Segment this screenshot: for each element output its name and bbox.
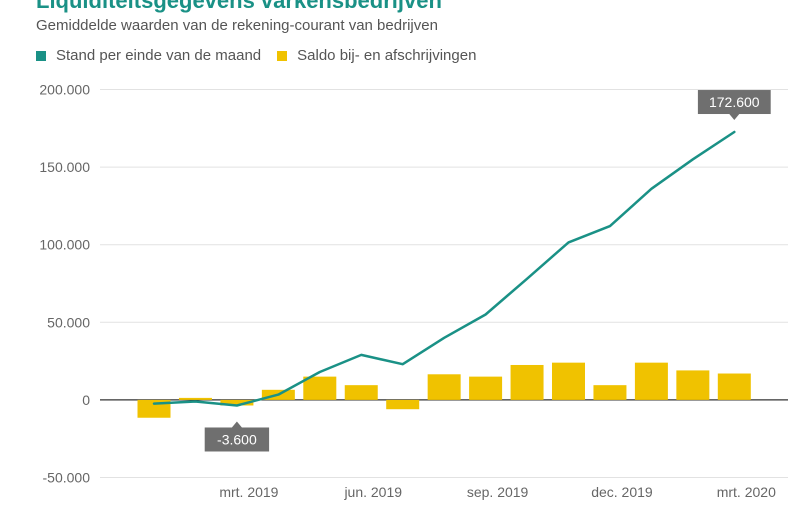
chart-title: Liquiditeitsgegevens varkensbedrijven <box>36 0 442 13</box>
x-tick-label: mrt. 2019 <box>219 484 278 500</box>
bar-3 <box>220 399 254 406</box>
bar-2 <box>178 397 212 400</box>
bar-7 <box>386 399 420 410</box>
y-tick-label: -50.000 <box>43 470 91 486</box>
callout-box-2 <box>204 427 270 452</box>
bar-8 <box>427 374 461 400</box>
legend: Stand per einde van de maand Saldo bij- … <box>36 47 492 64</box>
bar-10 <box>510 364 544 400</box>
x-tick-label: sep. 2019 <box>467 484 529 500</box>
bar-13 <box>634 362 668 400</box>
callout-box-1 <box>697 90 771 115</box>
callout-pointer-2 <box>231 421 242 428</box>
bar-15 <box>717 373 751 400</box>
chart-subtitle: Gemiddelde waarden van de rekening-coura… <box>36 17 438 34</box>
bar-12 <box>593 385 627 400</box>
legend-swatch-saldo <box>277 50 288 61</box>
bar-14 <box>676 370 710 400</box>
callout-label-2: -3.600 <box>217 431 257 447</box>
legend-label-stand: Stand per einde van de maand <box>56 47 262 64</box>
y-tick-label: 0 <box>82 392 90 408</box>
legend-item-saldo: Saldo bij- en afschrijvingen <box>277 47 476 64</box>
callout-pointer-1 <box>729 114 740 121</box>
bar-11 <box>552 362 585 400</box>
bar-9 <box>469 376 503 400</box>
legend-label-saldo: Saldo bij- en afschrijvingen <box>297 47 477 64</box>
x-tick-label: jun. 2019 <box>343 484 402 500</box>
legend-swatch-stand <box>36 50 46 61</box>
y-tick-label: 150.000 <box>39 159 90 175</box>
y-tick-label: 200.000 <box>39 82 90 98</box>
y-tick-label: 50.000 <box>47 314 90 330</box>
y-tick-label: 100.000 <box>39 237 90 253</box>
callout-label-1: 172.600 <box>709 94 760 110</box>
stand-line <box>152 130 736 407</box>
bar-5 <box>303 376 337 400</box>
bar-6 <box>344 385 378 400</box>
legend-item-stand: Stand per einde van de maand <box>36 47 261 64</box>
x-tick-label: dec. 2019 <box>591 484 653 500</box>
x-tick-label: mrt. 2020 <box>717 484 776 500</box>
